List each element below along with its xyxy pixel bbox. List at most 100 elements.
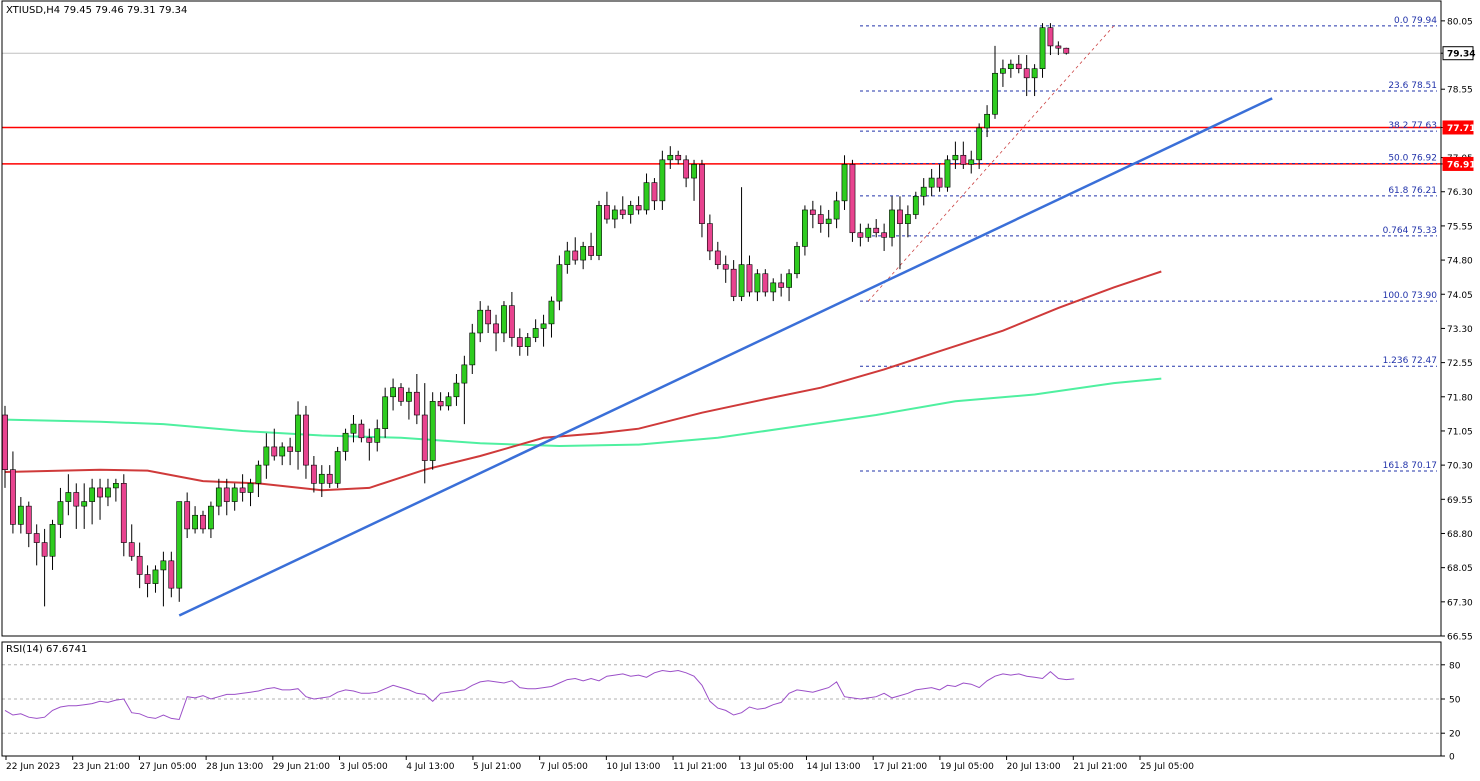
price-label-layer: 79.34 77.71 76.91 — [1442, 46, 1475, 171]
fib-anchor-line — [867, 25, 1115, 302]
candle-body-125 — [992, 72, 998, 115]
fib-level-label-1: 23.6 78.51 — [1388, 81, 1437, 91]
candle-body-59 — [469, 332, 476, 366]
candle-body-69 — [548, 300, 555, 325]
candle-body-133 — [1055, 45, 1062, 49]
candle-body-118 — [936, 177, 943, 188]
candle-body-94 — [746, 264, 753, 293]
fib-level-label-8: 161.8 70.17 — [1383, 461, 1437, 471]
candle-body-123 — [976, 127, 983, 161]
candle-body-84 — [667, 154, 674, 161]
moving-average-fast — [4, 377, 1162, 448]
candle-body-108 — [857, 232, 864, 238]
candle-body-82 — [651, 182, 658, 202]
candle-body-105 — [833, 200, 840, 220]
candle-body-22 — [176, 501, 183, 589]
fib-level-label-3: 50.0 76.92 — [1388, 153, 1437, 163]
candle-body-130 — [1031, 68, 1038, 79]
candle-body-43 — [342, 432, 349, 452]
candle-body-35 — [279, 446, 286, 457]
candle-body-64 — [508, 305, 515, 338]
x-tick-label-16: 21 Jul 21:00 — [1073, 762, 1127, 772]
candle-body-98 — [778, 282, 785, 288]
candle-body-13 — [105, 487, 111, 498]
candle-body-119 — [944, 159, 951, 188]
y-tick-label-10: 73.30 — [1447, 325, 1473, 335]
candle-body-80 — [635, 205, 642, 211]
candle-body-16 — [128, 542, 135, 557]
x-tick-label-7: 5 Jul 21:00 — [473, 762, 522, 772]
candle-body-34 — [271, 446, 278, 457]
candle-body-93 — [738, 264, 745, 297]
rsi-pane-frame — [1, 641, 1442, 757]
fib-level-label-6: 100.0 73.90 — [1383, 291, 1438, 301]
rsi-tick-label-3: 0 — [1449, 753, 1455, 763]
y-tick-label-6: 76.30 — [1447, 188, 1473, 198]
candle-body-45 — [358, 423, 365, 439]
candle-body-106 — [841, 164, 848, 202]
x-tick-label-4: 29 Jun 21:00 — [273, 762, 330, 772]
candle-body-74 — [588, 246, 594, 256]
candle-body-52 — [413, 391, 420, 416]
candle-body-10 — [81, 501, 88, 507]
price-label-text-1: 77.71 — [1447, 124, 1475, 134]
x-tick-label-5: 3 Jul 05:00 — [340, 762, 389, 772]
candle-body-107 — [849, 164, 856, 234]
candle-body-55 — [437, 401, 444, 407]
candle-body-89 — [706, 223, 713, 252]
candle-body-19 — [152, 569, 159, 584]
candle-body-6 — [49, 524, 56, 557]
candle-body-48 — [382, 396, 389, 429]
y-tick-label-17: 68.05 — [1447, 564, 1473, 574]
candle-body-72 — [572, 250, 579, 261]
rsi-tick-label-0: 80 — [1449, 661, 1461, 671]
candle-body-46 — [366, 437, 373, 443]
candle-body-85 — [675, 154, 682, 161]
rsi-line — [4, 669, 1075, 721]
candle-body-124 — [984, 113, 990, 129]
candle-body-24 — [192, 514, 198, 530]
candle-body-25 — [200, 514, 206, 530]
x-tick-label-8: 7 Jul 05:00 — [540, 762, 589, 772]
candle-body-37 — [295, 414, 301, 452]
rsi-label: RSI(14) 67.6741 — [6, 644, 87, 655]
candle-body-49 — [390, 387, 396, 398]
candle-body-60 — [477, 309, 484, 334]
x-tick-label-6: 4 Jul 13:00 — [406, 762, 455, 772]
x-tick-label-13: 17 Jul 21:00 — [873, 762, 927, 772]
candle-body-29 — [231, 487, 238, 502]
candle-body-31 — [247, 483, 254, 493]
candle-body-97 — [770, 282, 777, 293]
candle-body-56 — [445, 396, 452, 407]
x-tick-label-1: 23 Jun 21:00 — [73, 762, 130, 772]
candle-body-100 — [794, 246, 800, 275]
candle-body-41 — [326, 473, 333, 484]
y-tick-label-2: 78.55 — [1447, 86, 1473, 96]
price-pane-frame — [1, 0, 1442, 637]
candle-body-81 — [643, 182, 650, 211]
candle-body-71 — [564, 250, 571, 265]
candle-body-2 — [17, 505, 24, 525]
candle-body-30 — [239, 487, 246, 493]
candle-body-75 — [596, 205, 602, 256]
candle-body-51 — [406, 391, 412, 402]
candle-body-88 — [699, 164, 705, 224]
candle-body-17 — [136, 555, 143, 575]
candle-body-132 — [1047, 27, 1054, 47]
candle-body-66 — [524, 337, 531, 347]
y-tick-label-7: 75.55 — [1447, 222, 1473, 232]
candle-body-91 — [722, 264, 729, 270]
y-tick-label-19: 66.55 — [1447, 633, 1473, 643]
candle-body-68 — [540, 323, 547, 329]
candle-body-39 — [310, 464, 317, 484]
candle-body-32 — [255, 464, 262, 484]
rsi-tick-label-2: 20 — [1449, 730, 1461, 740]
candle-body-18 — [144, 574, 151, 584]
x-tick-label-11: 13 Jul 05:00 — [740, 762, 794, 772]
candle-body-27 — [215, 487, 222, 507]
symbol-header: XTIUSD,H4 79.45 79.46 79.31 79.34 — [6, 5, 187, 16]
y-tick-label-13: 71.05 — [1447, 427, 1473, 437]
candle-body-113 — [897, 209, 903, 224]
fib-level-label-0: 0.0 79.94 — [1394, 16, 1437, 26]
